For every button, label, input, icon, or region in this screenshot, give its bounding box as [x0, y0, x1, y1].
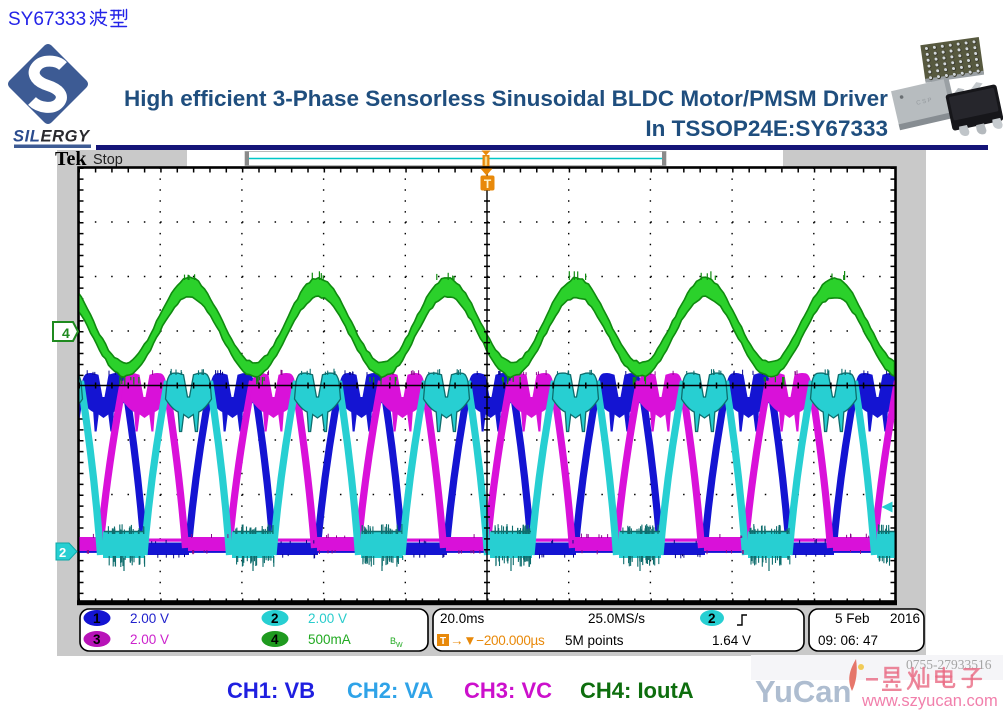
svg-text:4: 4 — [271, 632, 279, 647]
svg-text:09: 06: 47: 09: 06: 47 — [818, 633, 878, 648]
svg-text:B: B — [390, 636, 396, 646]
svg-text:4: 4 — [62, 325, 70, 341]
svg-text:CH2: VA: CH2: VA — [347, 678, 433, 703]
svg-text:2.00 V: 2.00 V — [130, 611, 169, 626]
svg-text:3: 3 — [93, 632, 101, 647]
svg-text:500mA: 500mA — [308, 632, 351, 647]
svg-text:Stop: Stop — [93, 152, 123, 168]
svg-text:1: 1 — [93, 611, 101, 626]
svg-text:25.0MS/s: 25.0MS/s — [588, 611, 645, 626]
svg-text:In TSSOP24E:SY67333: In TSSOP24E:SY67333 — [645, 116, 888, 141]
svg-text:High efficient 3-Phase Sensorl: High efficient 3-Phase Sensorless Sinuso… — [124, 86, 888, 111]
svg-text:T: T — [484, 177, 492, 191]
svg-text:20.0ms: 20.0ms — [440, 611, 485, 626]
svg-text:CH4: IoutA: CH4: IoutA — [580, 678, 694, 703]
svg-text:W: W — [396, 642, 403, 649]
svg-text:C S P: C S P — [916, 97, 933, 106]
svg-text:5 Feb: 5 Feb — [835, 611, 870, 626]
svg-text:SY67333: SY67333 — [8, 9, 86, 30]
svg-text:CH1: VB: CH1: VB — [227, 678, 315, 703]
svg-text:2: 2 — [271, 611, 279, 626]
svg-text:CH3: VC: CH3: VC — [464, 678, 552, 703]
svg-text:T: T — [440, 636, 446, 647]
svg-text:2: 2 — [59, 545, 66, 560]
svg-text:YuCan: YuCan — [755, 674, 851, 709]
svg-text:→▼−200.000µs: →▼−200.000µs — [450, 633, 545, 648]
svg-text:2: 2 — [708, 611, 716, 626]
svg-text:1.64 V: 1.64 V — [712, 633, 751, 648]
svg-text:2.00 V: 2.00 V — [130, 632, 169, 647]
svg-text:5M points: 5M points — [565, 633, 624, 648]
svg-text:2.00 V: 2.00 V — [308, 611, 347, 626]
svg-text:www.szyucan.com: www.szyucan.com — [861, 692, 998, 710]
svg-text:Tek: Tek — [55, 148, 87, 170]
svg-text:2016: 2016 — [890, 611, 920, 626]
svg-text:SILERGY: SILERGY — [13, 128, 91, 146]
